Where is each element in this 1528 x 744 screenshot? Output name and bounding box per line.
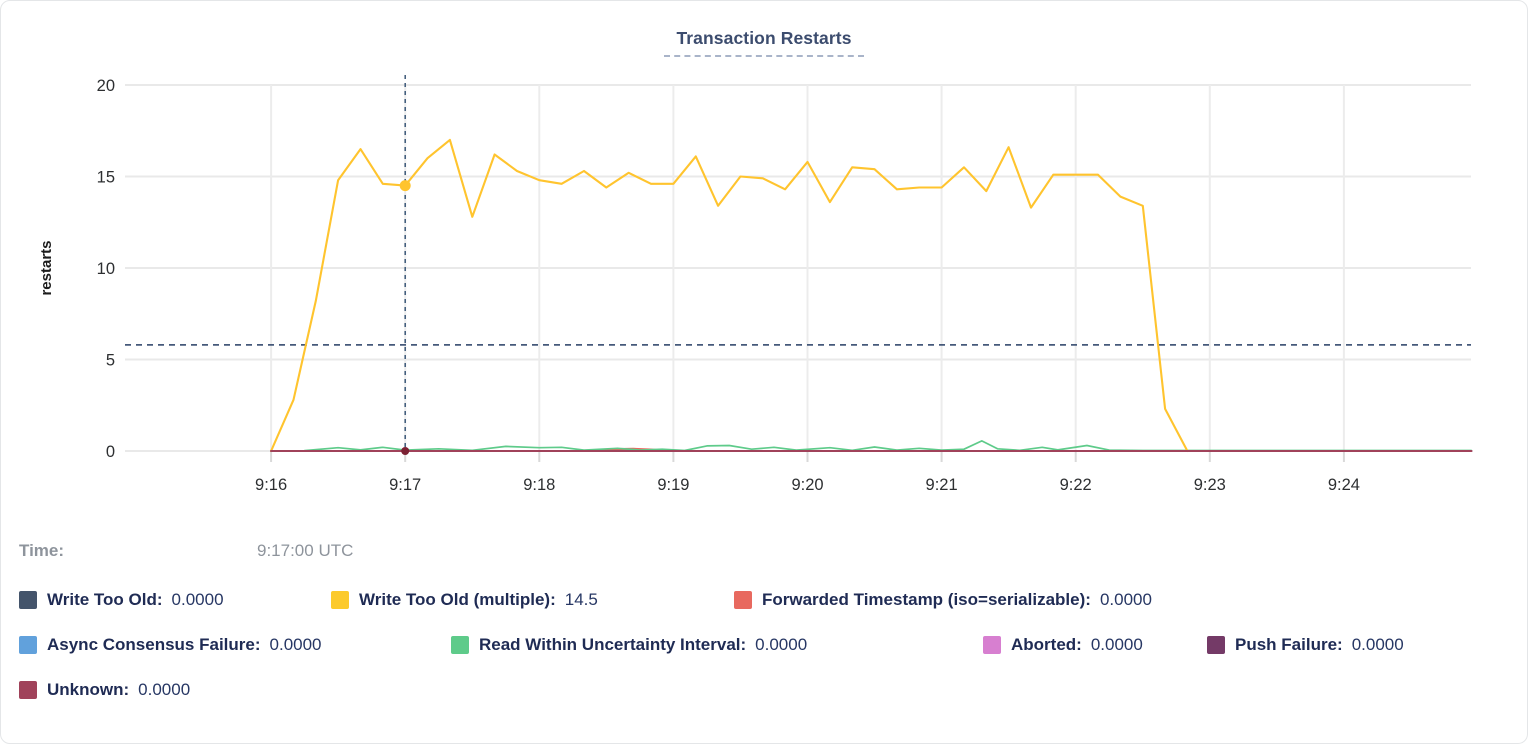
legend-value: 0.0000: [269, 635, 322, 654]
y-tick-label: 0: [106, 443, 115, 461]
y-tick-label: 5: [106, 352, 115, 370]
legend-item-read-within-uncertainty-interval: Read Within Uncertainty Interval: 0.0000: [451, 634, 807, 656]
chart-title[interactable]: Transaction Restarts: [664, 28, 864, 57]
legend-item-async-consensus-failure: Async Consensus Failure: 0.0000: [19, 634, 322, 656]
crosshair-point-write-too-old-multiple: [399, 180, 411, 192]
y-tick-label: 20: [97, 77, 115, 95]
legend-label: Read Within Uncertainty Interval:: [479, 635, 747, 654]
x-tick-label: 9:19: [657, 476, 689, 494]
y-axis-title: restarts: [38, 240, 55, 295]
legend-label: Aborted:: [1011, 635, 1082, 654]
legend-item-write-too-old-multiple: Write Too Old (multiple): 14.5: [331, 589, 598, 611]
legend-value: 0.0000: [171, 590, 224, 609]
legend-item-unknown: Unknown: 0.0000: [19, 679, 190, 701]
legend-value: 0.0000: [138, 680, 191, 699]
crosshair-point-unknown: [401, 447, 410, 455]
legend-label: Forwarded Timestamp (iso=serializable):: [762, 590, 1091, 609]
transaction-restarts-chart[interactable]: 0 5 10 15 20 9:16 9:17 9:18 9:19 9:20 9:21 9:22 9:23…: [1, 1, 1528, 521]
hover-time-row: Time: 9:17:00 UTC: [1, 541, 1527, 565]
x-tick-label: 9:23: [1194, 476, 1226, 494]
hover-time-label: Time:: [19, 541, 65, 560]
legend-item-forwarded-timestamp-iso-serializable: Forwarded Timestamp (iso=serializable): 0…: [734, 589, 1152, 611]
legend-row: Write Too Old: 0.0000 Write Too Old (multi…: [1, 589, 1527, 613]
legend-value: 0.0000: [755, 635, 808, 654]
legend-swatch: [19, 591, 37, 609]
legend-swatch: [19, 636, 37, 654]
x-tick-label: 9:21: [926, 476, 958, 494]
legend-value: 0.0000: [1099, 590, 1152, 609]
y-tick-label: 15: [97, 169, 115, 187]
legend-swatch: [451, 636, 469, 654]
chart-header: Transaction Restarts: [1, 28, 1527, 57]
legend-swatch: [19, 681, 37, 699]
legend-value: 14.5: [564, 590, 598, 609]
legend-label: Write Too Old (multiple):: [359, 590, 556, 609]
y-tick-label: 10: [97, 260, 115, 278]
legend-item-push-failure: Push Failure: 0.0000: [1207, 634, 1404, 656]
x-tick-label: 9:16: [255, 476, 287, 494]
x-tick-label: 9:24: [1328, 476, 1360, 494]
legend-row: Unknown: 0.0000: [1, 679, 1527, 703]
legend-swatch: [983, 636, 1001, 654]
x-tick-label: 9:22: [1060, 476, 1092, 494]
x-tick-label: 9:18: [523, 476, 555, 494]
legend-label: Async Consensus Failure:: [47, 635, 261, 654]
series-line-read-within-uncertainty-interval: [303, 440, 1473, 452]
legend-item-aborted: Aborted: 0.0000: [983, 634, 1143, 656]
x-tick-label: 9:20: [791, 476, 823, 494]
legend-label: Write Too Old:: [47, 590, 163, 609]
legend-row: Async Consensus Failure: 0.0000 Read Withi…: [1, 634, 1527, 658]
x-tick-label: 9:17: [389, 476, 421, 494]
legend-swatch: [1207, 636, 1225, 654]
legend-swatch: [331, 591, 349, 609]
legend-value: 0.0000: [1090, 635, 1143, 654]
legend-label: Push Failure:: [1235, 635, 1343, 654]
series-line-write-too-old-multiple-: [270, 138, 1189, 453]
legend-item-write-too-old: Write Too Old: 0.0000: [19, 589, 224, 611]
legend-label: Unknown:: [47, 680, 130, 699]
legend-swatch: [734, 591, 752, 609]
hover-time-value: 9:17:00 UTC: [257, 541, 354, 560]
legend-value: 0.0000: [1351, 635, 1404, 654]
